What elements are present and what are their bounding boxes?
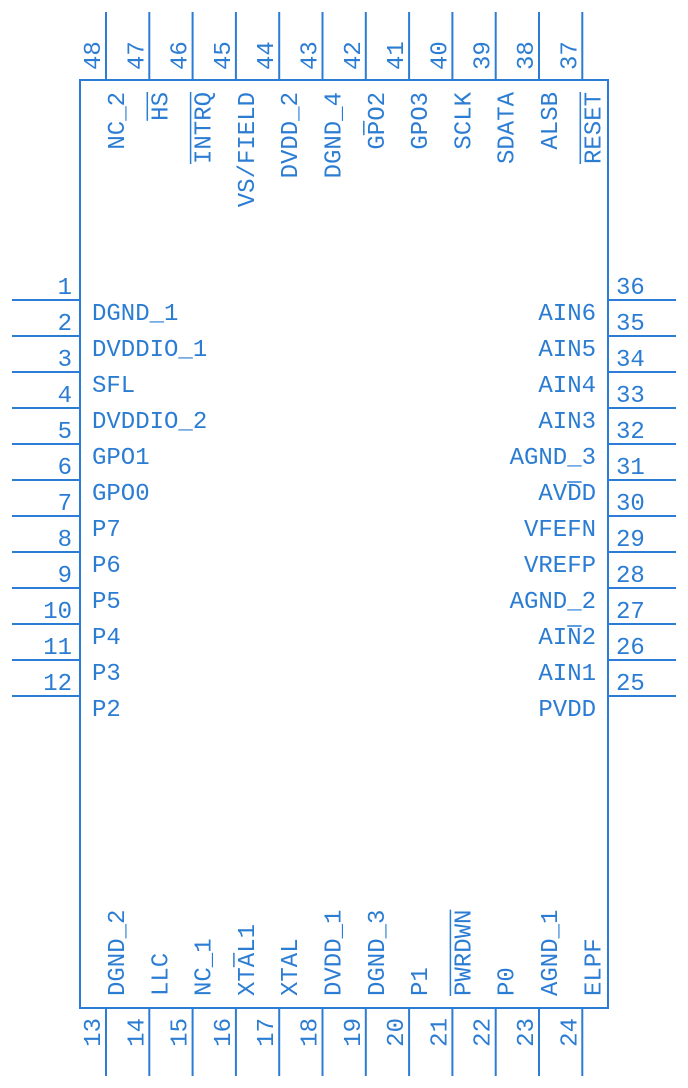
pin-num-41: 41 [384, 41, 411, 70]
pin-num-37: 37 [557, 41, 584, 70]
pin-label-40: SCLK [451, 91, 478, 149]
pin-num-34: 34 [616, 347, 645, 374]
pin-label-28: AGND_2 [510, 589, 596, 616]
pin-label-34: AIN4 [538, 373, 596, 400]
pin-num-23: 23 [514, 1018, 541, 1047]
pin-num-27: 27 [616, 599, 645, 626]
pin-num-12: 12 [43, 671, 72, 698]
pin-label-26: AIN1 [538, 661, 596, 688]
pin-num-44: 44 [254, 41, 281, 70]
pin-num-6: 6 [58, 455, 72, 482]
pin-label-30: VFEFN [524, 517, 596, 544]
pin-num-14: 14 [124, 1018, 151, 1047]
pin-num-42: 42 [341, 41, 368, 70]
pin-label-27: AIN2 [538, 625, 596, 652]
pin-label-44: DVDD_2 [278, 92, 305, 178]
pin-label-32: AGND_3 [510, 445, 596, 472]
ic-pinout-diagram: 1 DGND_1 2 DVDDIO_1 3 SFL 4 DVDDIO_2 5 GPO1 6 GPO0 7… [0, 0, 688, 1088]
pin-label-22: P0 [495, 967, 522, 996]
pin-num-17: 17 [254, 1018, 281, 1047]
pin-label-47: HS [148, 92, 175, 121]
pin-num-20: 20 [384, 1018, 411, 1047]
pin-num-16: 16 [211, 1018, 238, 1047]
pin-label-5: GPO1 [92, 445, 150, 472]
pin-num-43: 43 [298, 41, 325, 70]
pin-label-15: NC_1 [192, 938, 219, 996]
pin-label-3: SFL [92, 373, 135, 400]
pin-label-43: DGND_4 [322, 92, 349, 178]
pin-label-6: GPO0 [92, 481, 150, 508]
pin-num-29: 29 [616, 527, 645, 554]
pin-num-39: 39 [471, 41, 498, 70]
pin-num-1: 1 [58, 275, 72, 302]
pin-label-16: XTAL1 [235, 924, 262, 996]
pin-label-10: P4 [92, 625, 121, 652]
pin-label-42: GPO2 [365, 92, 392, 150]
pin-label-41: GPO3 [408, 92, 435, 150]
pin-num-25: 25 [616, 671, 645, 698]
pin-num-46: 46 [168, 41, 195, 70]
pin-num-47: 47 [124, 41, 151, 70]
pin-label-37: RESET [581, 92, 608, 164]
pin-num-28: 28 [616, 563, 645, 590]
pin-label-19: DGND_3 [365, 910, 392, 996]
ic-body [80, 80, 608, 1008]
pin-label-38: ALSB [538, 92, 565, 150]
pin-num-21: 21 [427, 1018, 454, 1047]
pin-num-13: 13 [81, 1018, 108, 1047]
pin-num-18: 18 [298, 1018, 325, 1047]
pin-label-29: VREFP [524, 553, 596, 580]
pin-label-39: SDATA [495, 91, 522, 164]
pin-num-40: 40 [427, 41, 454, 70]
pin-label-45: VS/FIELD [235, 92, 262, 207]
pin-num-35: 35 [616, 311, 645, 338]
pin-num-33: 33 [616, 383, 645, 410]
pin-num-31: 31 [616, 455, 645, 482]
pin-num-8: 8 [58, 527, 72, 554]
pin-label-2: DVDDIO_1 [92, 337, 207, 364]
pin-label-17: XTAL [278, 938, 305, 996]
pin-label-46: INTRQ [192, 92, 219, 164]
pin-num-5: 5 [58, 419, 72, 446]
pin-num-2: 2 [58, 311, 72, 338]
pin-label-21: PWRDWN [451, 910, 478, 996]
pin-label-31: AVDD [538, 481, 596, 508]
pin-num-4: 4 [58, 383, 72, 410]
pin-num-10: 10 [43, 599, 72, 626]
pin-label-23: AGND_1 [538, 910, 565, 996]
pin-num-15: 15 [168, 1018, 195, 1047]
pin-label-12: P2 [92, 697, 121, 724]
pin-label-8: P6 [92, 553, 121, 580]
pin-label-7: P7 [92, 517, 121, 544]
pin-num-48: 48 [81, 41, 108, 70]
pin-label-33: AIN3 [538, 409, 596, 436]
pin-label-13: DGND_2 [105, 910, 132, 996]
pin-num-24: 24 [557, 1018, 584, 1047]
pin-label-14: LLC [148, 953, 175, 996]
pin-num-36: 36 [616, 275, 645, 302]
pin-num-26: 26 [616, 635, 645, 662]
pin-num-19: 19 [341, 1018, 368, 1047]
pin-label-18: DVDD_1 [322, 910, 349, 996]
pin-num-22: 22 [471, 1018, 498, 1047]
pin-label-48: NC_2 [105, 92, 132, 150]
pin-label-24: ELPF [581, 938, 608, 996]
pin-num-7: 7 [58, 491, 72, 518]
pin-num-11: 11 [43, 635, 72, 662]
pin-num-30: 30 [616, 491, 645, 518]
pin-label-35: AIN5 [538, 337, 596, 364]
pin-label-4: DVDDIO_2 [92, 409, 207, 436]
pin-num-3: 3 [58, 347, 72, 374]
pin-label-20: P1 [408, 967, 435, 996]
pin-label-9: P5 [92, 589, 121, 616]
pin-num-32: 32 [616, 419, 645, 446]
pin-num-38: 38 [514, 41, 541, 70]
pin-label-1: DGND_1 [92, 301, 178, 328]
pin-num-45: 45 [211, 41, 238, 70]
pin-label-11: P3 [92, 661, 121, 688]
pin-num-9: 9 [58, 563, 72, 590]
pin-label-25: PVDD [538, 697, 596, 724]
pin-label-36: AIN6 [538, 301, 596, 328]
